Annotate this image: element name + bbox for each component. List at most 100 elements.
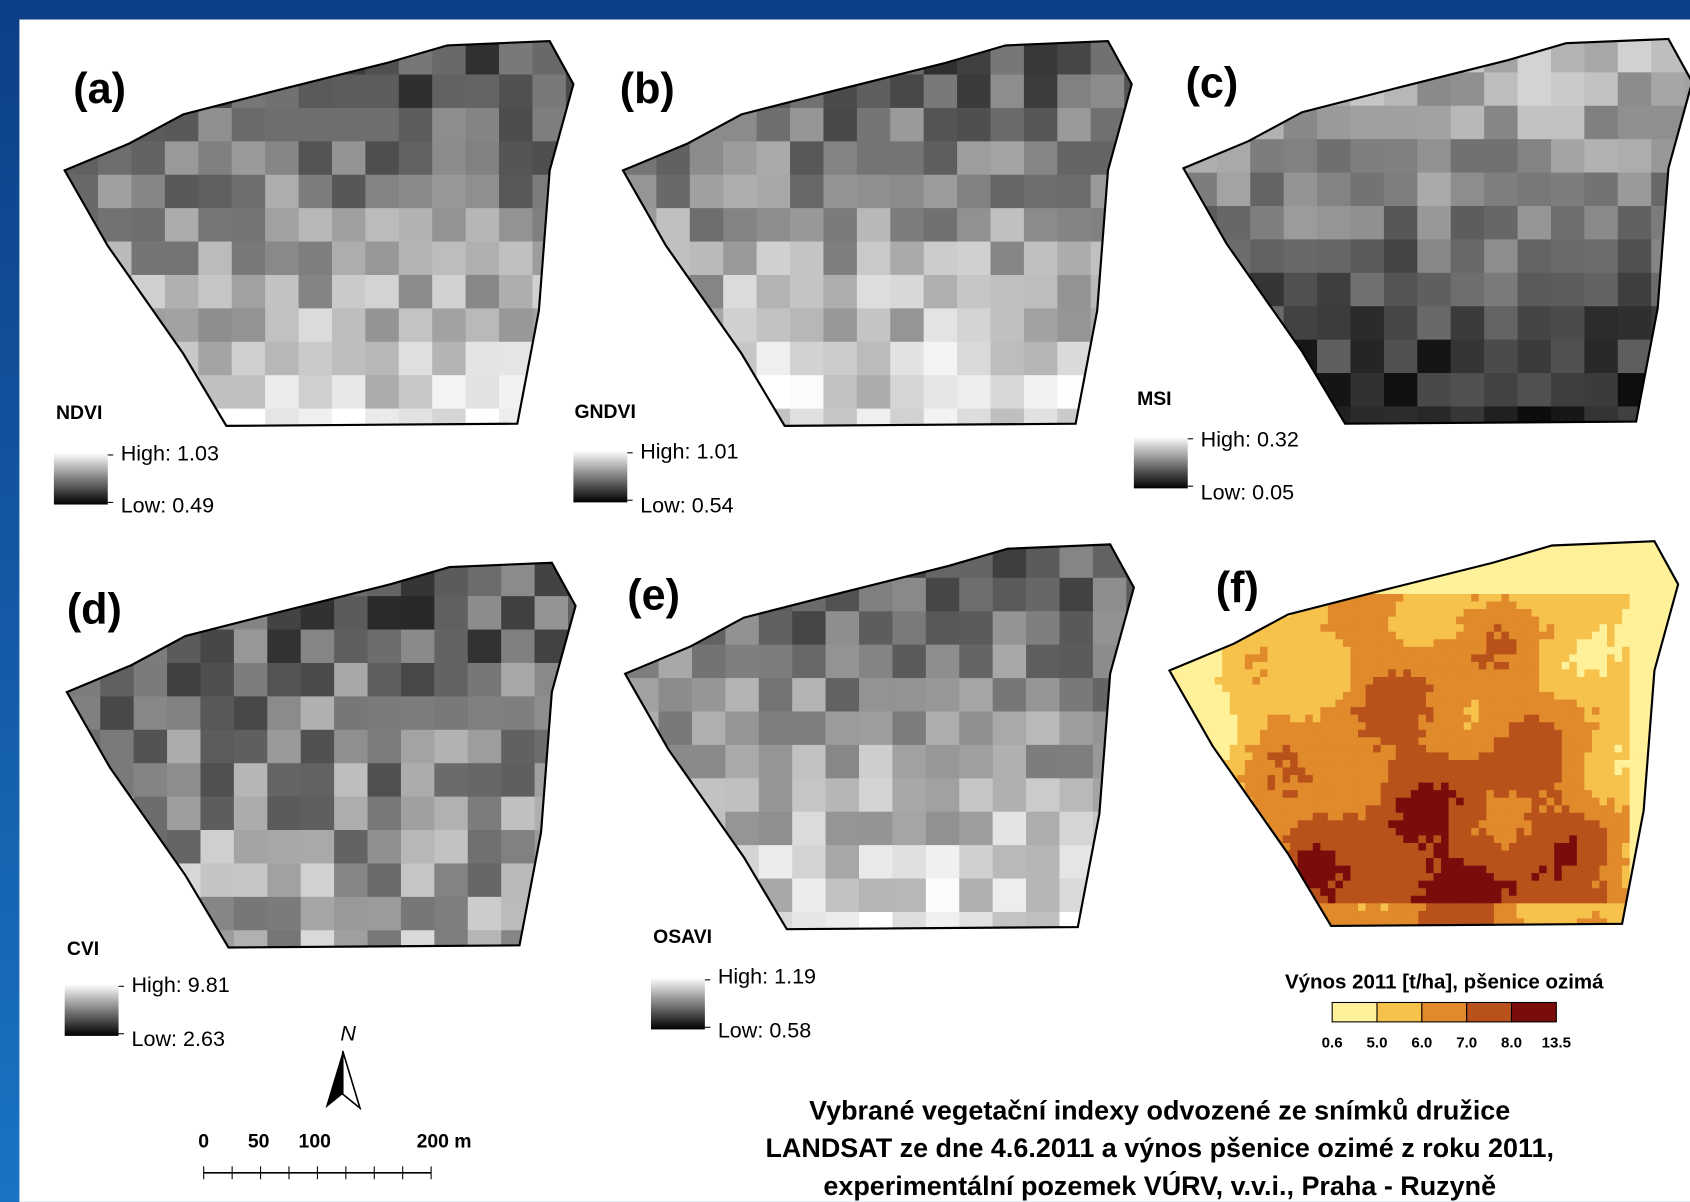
raster-cell [167, 696, 201, 730]
yield-cell [1622, 647, 1630, 655]
raster-cell [267, 763, 301, 797]
yield-cell [1358, 617, 1366, 625]
yield-cell [1245, 745, 1253, 753]
yield-cell [1637, 677, 1645, 685]
raster-cell [432, 342, 466, 376]
yield-cell [1615, 692, 1623, 700]
yield-cell [1456, 722, 1464, 730]
raster-cell [432, 308, 466, 342]
yield-cell [1418, 715, 1426, 723]
raster-cell [823, 342, 857, 376]
yield-cell [1366, 820, 1374, 828]
yield-cell [1441, 745, 1449, 753]
yield-cell [1411, 858, 1419, 866]
raster-cell [1059, 678, 1093, 712]
raster-cell [1284, 273, 1318, 307]
yield-cell [1562, 783, 1570, 791]
yield-cell [1622, 798, 1630, 806]
yield-cell [1456, 911, 1464, 919]
yield-cell [1494, 881, 1502, 889]
yield-cell [1456, 647, 1464, 655]
yield-cell [1396, 700, 1404, 708]
yield-cell [1328, 715, 1336, 723]
yield-cell [1584, 790, 1592, 798]
yield-cell [1268, 805, 1276, 813]
yield-cell [1637, 707, 1645, 715]
yield-cell [1524, 798, 1532, 806]
yield-cell [1350, 881, 1358, 889]
yield-cell [1381, 602, 1389, 610]
yield-cell [1607, 737, 1615, 745]
yield-cell [1396, 632, 1404, 640]
yield-cell [1358, 843, 1366, 851]
yield-cell [1192, 692, 1200, 700]
yield-cell [1328, 790, 1336, 798]
yield-cell [1403, 805, 1411, 813]
yield-cell [1562, 722, 1570, 730]
yield-cell [1547, 768, 1555, 776]
yield-cell [1343, 820, 1351, 828]
yield-cell [1320, 632, 1328, 640]
yield-cell [1494, 632, 1502, 640]
raster-cell [1384, 306, 1418, 340]
yield-cell [1335, 647, 1343, 655]
raster-cell [466, 175, 500, 209]
yield-cell [1456, 752, 1464, 760]
raster-cell [365, 175, 399, 209]
yield-cell [1494, 828, 1502, 836]
yield-cell [1464, 609, 1472, 617]
yield-cell [1456, 888, 1464, 896]
yield-cell [1577, 685, 1585, 693]
yield-cell [1358, 813, 1366, 821]
yield-cell [1396, 685, 1404, 693]
yield-cell [1660, 571, 1668, 579]
raster-cell [757, 108, 791, 142]
yield-cell [1441, 715, 1449, 723]
yield-cell [1592, 647, 1600, 655]
yield-cell [1381, 873, 1389, 881]
yield-cell [1268, 730, 1276, 738]
yield-cell [1471, 813, 1479, 821]
raster-cell [859, 645, 893, 679]
yield-cell [1320, 820, 1328, 828]
yield-cell [1615, 843, 1623, 851]
yield-cell [1381, 594, 1389, 602]
yield-cell [1622, 677, 1630, 685]
raster-cell [332, 74, 366, 108]
yield-cell [1366, 798, 1374, 806]
yield-cell [1441, 669, 1449, 677]
raster-cell [499, 108, 533, 142]
raster-cell [959, 812, 993, 846]
raster-cell [1551, 206, 1585, 240]
yield-cell [1554, 881, 1562, 889]
yield-cell [1599, 692, 1607, 700]
raster-cell [434, 630, 468, 664]
yield-cell [1547, 662, 1555, 670]
yield-cell [1471, 873, 1479, 881]
yield-cell [1237, 677, 1245, 685]
raster-cell [1093, 578, 1127, 612]
yield-cell [1396, 692, 1404, 700]
yield-cell [1569, 639, 1577, 647]
yield-cell [1524, 911, 1532, 919]
yield-cell [1433, 775, 1441, 783]
yield-cell [1516, 579, 1524, 587]
yield-cell [1615, 571, 1623, 579]
yield-cell [1494, 888, 1502, 896]
yield-cell [1366, 768, 1374, 776]
yield-cell [1230, 685, 1238, 693]
yield-cell [1252, 715, 1260, 723]
yield-cell [1343, 639, 1351, 647]
yield-cell [1592, 888, 1600, 896]
yield-cell [1509, 647, 1517, 655]
yield-cell [1509, 571, 1517, 579]
yield-cell [1388, 760, 1396, 768]
yield-cell [1547, 586, 1555, 594]
yield-cell [1366, 654, 1374, 662]
yield-cell [1554, 602, 1562, 610]
raster-cell [301, 696, 335, 730]
yield-cell [1509, 828, 1517, 836]
yield-cell [1350, 632, 1358, 640]
yield-cell [1305, 798, 1313, 806]
yield-cell [1569, 903, 1577, 911]
